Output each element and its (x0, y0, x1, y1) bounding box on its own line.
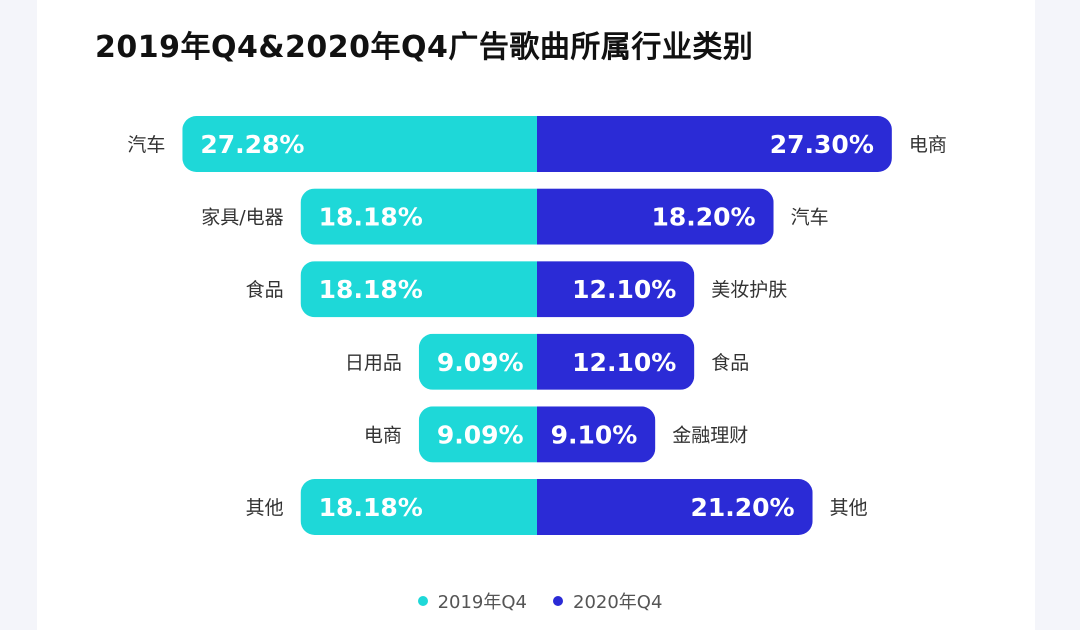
value-label-2020: 21.20% (690, 493, 794, 522)
bar-2020 (537, 479, 813, 535)
category-label-2020: 电商 (909, 134, 947, 156)
bar-2019 (300, 479, 537, 535)
bar-2019 (300, 261, 537, 318)
category-label-2020: 金融理财 (672, 424, 748, 446)
value-label-2019: 9.09% (437, 420, 524, 449)
bar-2019 (182, 116, 538, 172)
bar-2019 (418, 333, 537, 390)
legend-dot-2020 (553, 596, 563, 606)
legend-label-2020: 2020年Q4 (573, 592, 663, 613)
bar-row (300, 261, 695, 318)
bar-2020 (537, 116, 892, 172)
bar-2020 (537, 406, 656, 463)
category-label-2019: 电商 (364, 424, 402, 446)
value-label-2020: 12.10% (572, 348, 676, 377)
category-label-2019: 日用品 (345, 352, 402, 374)
value-label-2019: 18.18% (319, 493, 423, 522)
legend-label-2019: 2019年Q4 (437, 592, 527, 613)
category-label-2019: 汽车 (127, 134, 165, 156)
category-label-2020: 其他 (830, 497, 868, 519)
value-label-2019: 27.28% (200, 130, 304, 159)
category-label-2020: 美妆护肤 (711, 279, 787, 301)
value-label-2020: 18.20% (651, 203, 755, 232)
bar-row (300, 479, 813, 535)
legend: 2019年Q4 2020年Q4 (0, 588, 1080, 614)
category-label-2019: 家具/电器 (201, 207, 283, 229)
chart-title: 2019年Q4&2020年Q4广告歌曲所属行业类别 (95, 30, 754, 65)
category-label-2020: 食品 (711, 352, 749, 374)
bar-2020 (537, 333, 695, 390)
legend-item-2019: 2019年Q4 (417, 588, 527, 614)
legend-dot-2019 (417, 596, 428, 606)
value-label-2019: 18.18% (319, 275, 423, 304)
bar-2020 (537, 188, 774, 245)
category-label-2019: 其他 (246, 497, 284, 519)
value-label-2019: 18.18% (319, 203, 423, 232)
bar-row (418, 333, 695, 390)
bar-2019 (300, 188, 537, 245)
category-label-2020: 汽车 (791, 207, 829, 229)
value-label-2020: 12.10% (572, 275, 676, 304)
value-label-2020: 9.10% (551, 420, 638, 449)
bar-2019 (418, 406, 537, 463)
bar-2020 (537, 261, 695, 318)
bar-row (418, 406, 656, 463)
value-label-2019: 9.09% (437, 348, 524, 377)
bar-row (182, 116, 892, 172)
category-label-2019: 食品 (246, 279, 284, 301)
legend-item-2020: 2020年Q4 (553, 588, 662, 614)
value-label-2020: 27.30% (770, 130, 874, 159)
bar-row (300, 188, 774, 245)
